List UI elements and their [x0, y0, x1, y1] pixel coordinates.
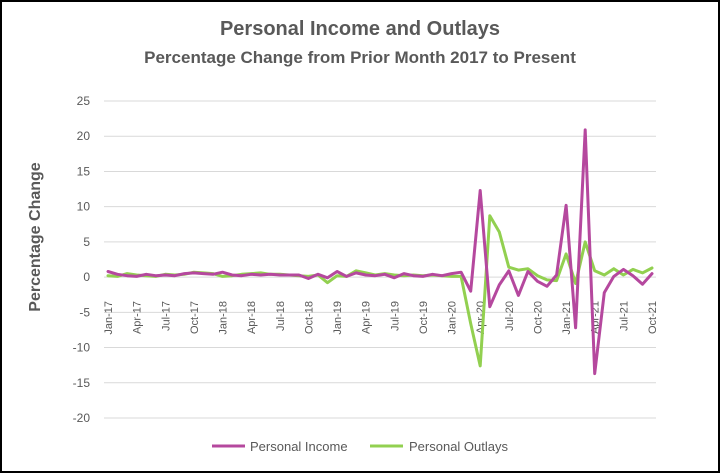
x-tick-label: Oct-17 — [189, 301, 201, 334]
x-tick-label: Apr-17 — [132, 301, 144, 334]
y-tick-label: 20 — [77, 129, 91, 143]
x-tick-label: Oct-19 — [418, 301, 430, 334]
x-tick-label: Apr-19 — [361, 301, 373, 334]
x-tick-label: Oct-21 — [647, 301, 659, 334]
x-tick-label: Jan-21 — [561, 301, 573, 335]
y-axis-label: Percentage Change — [27, 162, 44, 311]
y-tick-label: 5 — [83, 235, 90, 249]
x-tick-label: Jan-20 — [447, 301, 459, 335]
series-line-personal-income — [106, 128, 654, 376]
series-lines — [106, 128, 654, 376]
y-tick-label: -5 — [79, 305, 90, 319]
y-tick-label: 10 — [77, 200, 91, 214]
x-tick-label: Oct-20 — [532, 301, 544, 334]
y-tick-label: -20 — [73, 411, 91, 425]
x-tick-label: Jan-18 — [218, 301, 230, 335]
x-tick-label: Jul-20 — [504, 301, 516, 331]
series-line-personal-outlays — [106, 214, 654, 368]
y-tick-label: 0 — [83, 270, 90, 284]
x-tick-label: Jul-19 — [389, 301, 401, 331]
x-tick-label: Oct-18 — [303, 301, 315, 334]
chart-title: Personal Income and Outlays — [219, 18, 501, 40]
y-tick-label: 15 — [77, 164, 91, 178]
chart-subtitle: Percentage Change from Prior Month 2017 … — [144, 48, 576, 67]
x-tick-label: Jul-18 — [275, 301, 287, 331]
y-tick-labels: 25 20 15 10 5 0 -5 -10 -15 -20 — [73, 94, 91, 425]
legend-label: Personal Outlays — [409, 439, 508, 454]
y-tick-label: -15 — [73, 376, 91, 390]
y-tick-label: 25 — [77, 94, 91, 108]
legend-label: Personal Income — [250, 439, 348, 454]
x-tick-label: Jul-17 — [160, 301, 172, 331]
gridlines — [104, 100, 656, 419]
x-tick-labels: Jan-17 Apr-17 Jul-17 Oct-17 Jan-18 Apr-18 Jul-… — [103, 301, 659, 335]
x-tick-label: Jan-17 — [103, 301, 115, 335]
legend: Personal Income Personal Outlays — [212, 439, 508, 454]
x-tick-label: Jan-19 — [332, 301, 344, 335]
x-tick-label: Apr-18 — [246, 301, 258, 334]
y-tick-label: -10 — [73, 341, 91, 355]
x-tick-label: Jul-21 — [618, 301, 630, 331]
